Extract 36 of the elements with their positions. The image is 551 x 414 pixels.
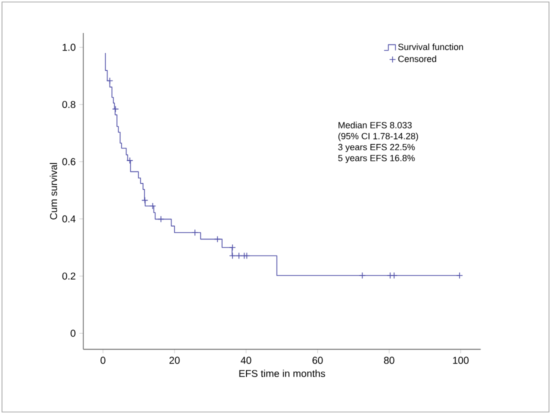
point	[149, 202, 156, 210]
x-tick-label: 80	[384, 356, 394, 364]
y-axis-title: Cum survival	[50, 163, 58, 220]
x-tick-label: 0	[100, 356, 106, 364]
point	[112, 106, 119, 112]
y-tick-label: 0.6	[62, 158, 76, 166]
point	[126, 157, 134, 164]
point	[192, 229, 198, 236]
point	[106, 77, 114, 84]
x-tick-label: 20	[169, 356, 180, 364]
point	[236, 252, 242, 260]
y-tick-label: 0.8	[62, 100, 76, 108]
point	[456, 272, 463, 279]
point	[229, 244, 236, 251]
point	[358, 272, 366, 279]
y-tick-label: 1.0	[62, 44, 76, 51]
x-axis-title: EFS time in months	[239, 370, 326, 378]
point	[214, 236, 221, 243]
annotation: 5 years EFS 16.8%	[338, 154, 415, 163]
annotation: (95% CI 1.78-14.28)	[338, 132, 418, 142]
y-tick-label: 0.4	[62, 215, 76, 222]
point	[229, 252, 236, 260]
point	[386, 272, 394, 279]
point	[390, 272, 398, 279]
annotation: 3 years EFS 22.5%	[338, 144, 415, 152]
y-tick-label: 0	[70, 330, 76, 337]
y-tick-label: 0.2	[62, 272, 76, 280]
point	[158, 216, 164, 223]
x-tick-label: 60	[312, 356, 323, 364]
x-tick-label: 100	[453, 356, 469, 364]
point	[243, 252, 250, 260]
x-tick-label: 40	[240, 356, 252, 364]
legend-label: Censored	[398, 55, 436, 62]
annotation: Median EFS 8.033	[338, 122, 412, 128]
point	[141, 196, 148, 204]
legend-label: Survival function	[398, 44, 464, 50]
